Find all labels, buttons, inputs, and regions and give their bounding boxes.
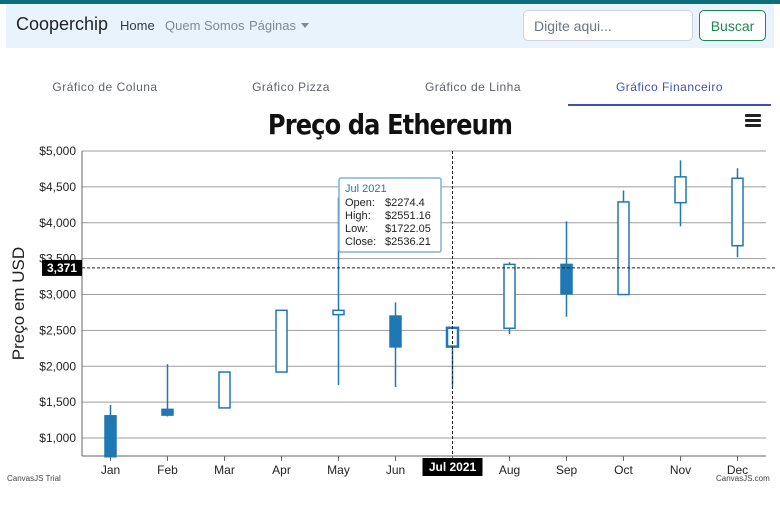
candle-body: [275, 309, 288, 373]
tooltip-row-label: Open:: [345, 197, 375, 209]
tab-grafico-financeiro[interactable]: Gráfico Financeiro: [568, 70, 771, 106]
y-tick-label: $1,500: [39, 395, 76, 409]
x-tick-label: Aug: [499, 463, 520, 477]
y-tick-label: $4,000: [39, 216, 76, 230]
chart-title: Preço da Ethereum: [267, 108, 513, 141]
y-tick-label: $3,000: [39, 288, 76, 302]
tooltip-row-value: $2274.4: [385, 197, 425, 209]
nav-quem-somos[interactable]: Quem Somos: [165, 18, 245, 33]
crosshair-x-label: Jul 2021: [429, 460, 477, 474]
x-tick-label: Dec: [727, 463, 748, 477]
candle-body: [218, 371, 231, 409]
tooltip-row-label: Low:: [345, 223, 368, 235]
tab-grafico-coluna[interactable]: Gráfico de Coluna: [52, 80, 158, 94]
x-tick-label: May: [327, 463, 350, 477]
candle-body: [674, 176, 687, 204]
candle-body: [731, 177, 744, 247]
tab-grafico-pizza[interactable]: Gráfico Pizza: [252, 80, 330, 94]
candle-body: [560, 263, 573, 295]
candle-body: [617, 201, 630, 296]
y-tick-label: $4,500: [39, 180, 76, 194]
nav-home[interactable]: Home: [120, 18, 155, 33]
nav-paginas-dropdown[interactable]: Páginas: [249, 18, 309, 33]
candle-body: [503, 263, 516, 330]
crosshair-y-label: 3,371: [47, 261, 77, 275]
caret-down-icon: [300, 23, 309, 28]
x-tick-label: Apr: [272, 463, 291, 477]
menu-icon[interactable]: [745, 114, 761, 128]
top-accent-bar: [0, 0, 780, 4]
y-tick-label: $5,000: [39, 144, 76, 158]
x-tick-label: Feb: [157, 463, 178, 477]
tooltip-row-label: Close:: [345, 236, 376, 248]
x-tick-label: Oct: [614, 463, 633, 477]
tooltip-row-value: $1722.05: [385, 223, 431, 235]
x-tick-label: Mar: [214, 463, 235, 477]
candle-body: [332, 309, 345, 316]
chart-container: $1,000 $1,500 $2,000 $2,500 $3,000 $3,500 $4,0…: [0, 108, 780, 531]
candle-body: [161, 408, 174, 416]
crosshair-y-badge: [42, 259, 82, 276]
search-input[interactable]: [523, 10, 693, 41]
x-tick-label: Jun: [386, 463, 405, 477]
tooltip-row-label: High:: [345, 210, 371, 222]
y-tick-label: $2,000: [39, 359, 76, 373]
y-tick-label: $2,500: [39, 323, 76, 337]
tooltip-title: Jul 2021: [345, 183, 387, 195]
navbar: Cooperchip Home Quem Somos Páginas Busca…: [6, 4, 774, 48]
brand-logo[interactable]: Cooperchip: [16, 14, 109, 34]
x-tick-label: Sep: [556, 463, 578, 477]
tooltip-box: [338, 177, 442, 253]
trial-label: CanvasJS Trial: [7, 474, 61, 483]
tooltip-row-value: $2551.16: [385, 210, 431, 222]
y-axis-title: Preço em USD: [9, 247, 28, 360]
crosshair-x-badge: [422, 458, 483, 476]
y-tick-label: $1,000: [39, 431, 76, 445]
credit-link[interactable]: CanvasJS.com: [716, 474, 770, 483]
chart-tabs: Gráfico de Coluna Gráfico Pizza Gráfico …: [0, 70, 780, 108]
search-button[interactable]: Buscar: [699, 10, 766, 41]
x-tick-label: Nov: [670, 463, 691, 477]
tab-grafico-linha[interactable]: Gráfico de Linha: [424, 80, 522, 94]
x-tick-label: Jan: [101, 463, 120, 477]
nav-paginas-label: Páginas: [249, 18, 296, 33]
candle-body: [389, 315, 402, 348]
candlestick-chart[interactable]: $1,000$1,500$2,000$2,500$3,000$3,500$4,0…: [0, 108, 780, 531]
tooltip-row-value: $2536.21: [385, 236, 431, 248]
candle-body: [104, 415, 117, 458]
